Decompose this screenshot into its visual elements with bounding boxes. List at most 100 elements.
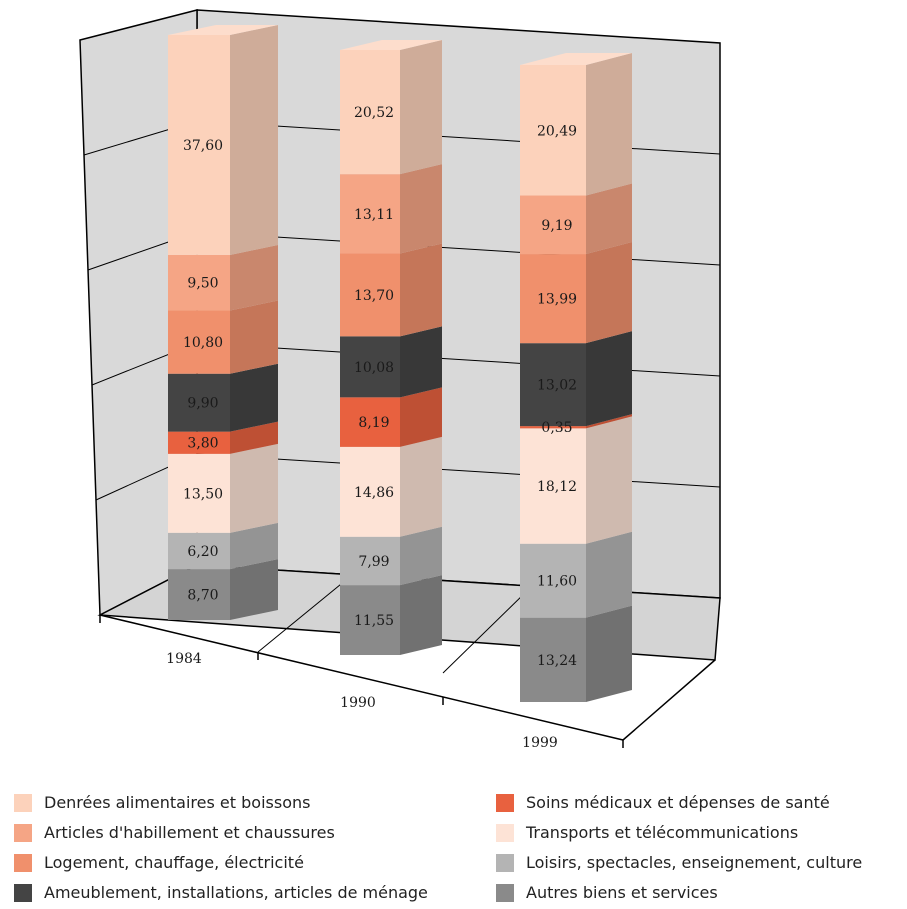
legend-item-left-0: Denrées alimentaires et boissons [14,793,310,812]
chart-category-ticks: 1984 1990 1999 [166,651,558,751]
bar-segment [520,242,632,344]
bar-segment [520,414,632,429]
bar-front [340,397,400,447]
legend-label: Denrées alimentaires et boissons [44,793,311,812]
value-label: 11,55 [354,613,394,629]
bar-segment [340,326,442,398]
bar-side [400,164,442,254]
bar-segment [340,40,442,175]
bar-segment [340,436,442,537]
bar-segment [520,53,632,196]
bar-top [520,53,632,65]
bar-front [168,532,230,570]
bar-side [586,605,632,702]
bar-front [340,50,400,175]
bar-segment [168,522,278,570]
legend-label: Logement, chauffage, électricité [44,853,304,872]
bar-side [230,244,278,311]
value-label: 13,11 [354,207,394,223]
bar-segment [520,183,632,255]
bar-segment [168,25,278,255]
bar-side [586,531,632,618]
bar-side [586,242,632,344]
bar-front [520,343,586,427]
legend-label: Soins médicaux et dépenses de santé [526,793,830,812]
bar-segment [340,526,442,586]
bar-front [168,254,230,311]
value-label: 13,99 [537,292,577,308]
legend-swatch [496,823,514,842]
bar-front [168,35,230,255]
value-label: 20,52 [354,105,394,121]
bar-side [230,25,278,255]
value-label: 11,60 [537,574,577,590]
value-label: 8,70 [187,588,218,604]
value-label: 37,60 [183,138,223,154]
bar-side [230,443,278,533]
bar-segment [520,531,632,618]
bar-front [168,569,230,620]
bar-side [400,243,442,337]
legend-label: Articles d'habillement et chaussures [44,823,335,842]
legend-label: Autres biens et services [526,883,718,902]
legend-item-left-2: Logement, chauffage, électricité [14,853,304,872]
bar-front [340,253,400,337]
bar-front [340,446,400,537]
bar-front [340,536,400,586]
category-label: 1999 [522,735,558,751]
bar-front [168,310,230,374]
bar-side [400,40,442,175]
legend-label: Ameublement, installations, articles de … [44,883,428,902]
bar-side [400,387,442,447]
legend-swatch [496,883,514,902]
value-label: 8,19 [358,415,389,431]
value-label: 10,08 [354,360,394,376]
legend-item-right-0: Soins médicaux et dépenses de santé [496,793,830,812]
bar-front [520,195,586,255]
legend-label: Loisirs, spectacles, enseignement, cultu… [526,853,863,872]
bar-segment [340,575,442,655]
stacked-bar-chart: 8,70 6,20 13,50 3,80 9,90 10,80 9,50 37,60 11,55… [79,9,721,751]
value-label: 6,20 [187,544,218,560]
bar-front [520,428,586,544]
category-label: 1990 [340,695,376,711]
bar-front [520,65,586,196]
value-label: 3,80 [187,436,218,452]
floor-divider [442,589,529,674]
bar-segment [168,244,278,311]
legend-swatch [14,793,32,812]
value-label: 13,24 [537,653,577,669]
floor-divider [257,579,347,653]
bar-segment [168,421,278,454]
bar-front [168,431,230,454]
bar-side [586,331,632,427]
legend-item-left-1: Articles d'habillement et chaussures [14,823,335,842]
bar-segment [520,331,632,427]
category-label: 1984 [166,651,202,667]
bar-front [168,373,230,432]
bar-segment [520,416,632,544]
value-label: 9,50 [187,276,218,292]
bar-side [230,559,278,620]
legend-swatch [14,823,32,842]
bar-side [400,436,442,537]
bar-side [400,326,442,398]
legend-swatch [14,853,32,872]
legend-item-right-3: Autres biens et services [496,883,718,902]
bar-front [520,617,586,702]
floor-edge [622,659,716,741]
bar-side [400,575,442,655]
value-label: 14,86 [354,485,394,501]
legend-item-right-2: Loisirs, spectacles, enseignement, cultu… [496,853,862,872]
bar-front [340,585,400,655]
value-label: 9,19 [541,218,572,234]
legend-item-right-1: Transports et télécommunications [496,823,798,842]
bar-segment [340,243,442,337]
value-label: 0,35 [541,420,572,436]
bar-side [586,414,632,429]
bar-top [340,40,442,50]
bar-segment [168,300,278,374]
bar-front [340,174,400,254]
value-label: 13,70 [354,288,394,304]
chart-value-labels: 8,70 6,20 13,50 3,80 9,90 10,80 9,50 37,60 11,55… [183,105,577,669]
